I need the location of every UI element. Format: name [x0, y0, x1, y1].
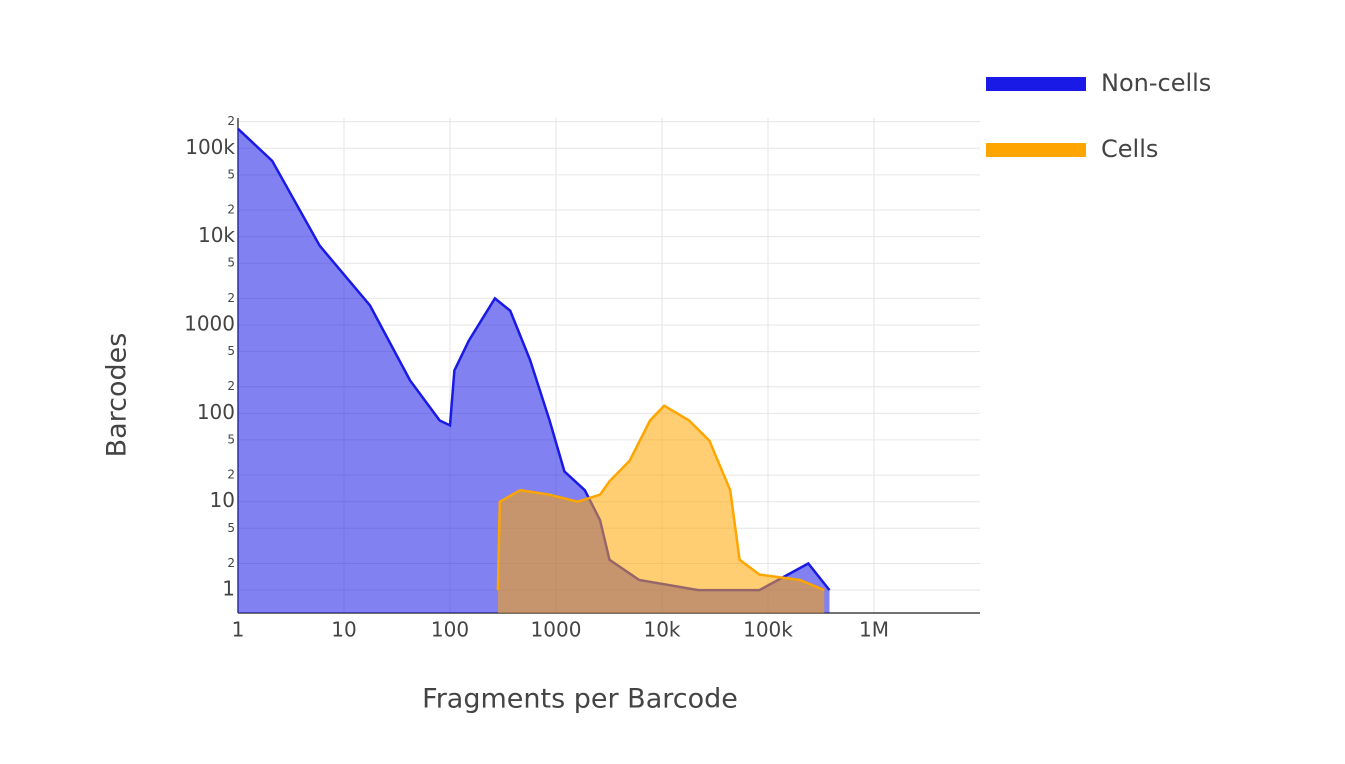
y-tick-label: 5 [227, 167, 235, 181]
y-tick-label: 2 [227, 291, 235, 305]
y-tick-label: 2 [227, 114, 235, 128]
x-tick-label: 1000 [531, 618, 582, 642]
x-tick-label: 1 [232, 618, 245, 642]
y-tick-label: 5 [227, 432, 235, 446]
x-tick-label: 10 [331, 618, 356, 642]
x-tick-label: 1M [859, 618, 889, 642]
y-tick-label: 2 [227, 203, 235, 217]
x-axis-title: Fragments per Barcode [422, 684, 738, 715]
y-tick-label: 100k [185, 135, 235, 159]
y-tick-label: 100 [197, 400, 235, 424]
y-tick-label: 5 [227, 344, 235, 358]
legend-label: Cells [1101, 135, 1158, 163]
y-tick-label: 1 [222, 577, 235, 601]
legend-label: Non-cells [1101, 69, 1211, 97]
y-tick-label: 1000 [184, 311, 235, 335]
x-tick-label: 10k [643, 618, 680, 642]
y-tick-label: 5 [227, 521, 235, 535]
y-tick-label: 10k [198, 223, 235, 247]
area-fill [238, 128, 830, 614]
y-tick-label: 5 [227, 256, 235, 270]
y-axis-title: Barcodes [102, 333, 133, 458]
y-tick-label: 10 [210, 488, 235, 512]
x-tick-label: 100 [431, 618, 469, 642]
y-tick-label: 2 [227, 468, 235, 482]
series-line [496, 404, 825, 592]
y-tick-label: 2 [227, 379, 235, 393]
area-fill [497, 405, 825, 613]
x-tick-label: 100k [743, 618, 793, 642]
y-tick-label: 2 [227, 556, 235, 570]
